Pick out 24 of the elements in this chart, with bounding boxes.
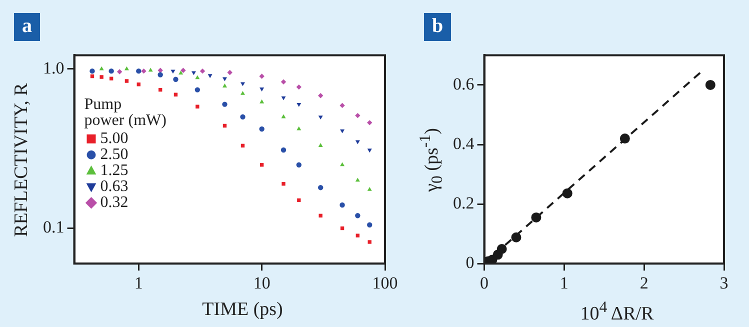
legend-label: 2.50: [100, 146, 128, 164]
y-tick-label: 0.2: [453, 194, 474, 213]
y-tick-label: 1.0: [43, 58, 64, 78]
y-tick-label: 0.4: [453, 134, 475, 153]
legend-label: 1.25: [100, 162, 128, 180]
x-tick-label: 10: [253, 273, 270, 292]
y-axis-title: REFLECTIVITY, R: [11, 82, 33, 236]
chart-title: b: [424, 13, 452, 41]
x-axis-title: TIME (ps): [202, 299, 283, 321]
x-axis-title: 10$^{4}$ ΔR/R: [580, 299, 654, 326]
legend-label: 0.63: [100, 178, 128, 196]
x-tick-label: 1: [560, 273, 568, 292]
x-tick-label: 2: [640, 273, 648, 292]
legend-title: Pump power (mW): [84, 96, 166, 130]
x-tick-label: 1: [134, 273, 143, 292]
x-tick-label: 100: [372, 273, 398, 292]
x-tick-label: 0: [480, 273, 488, 292]
legend-label: 0.32: [100, 194, 128, 212]
y-tick-label: 0.1: [43, 218, 64, 237]
legend-label: 5.00: [100, 130, 128, 148]
x-tick-label: 3: [720, 273, 728, 292]
chart-title: a: [14, 13, 40, 41]
y-tick-label: 0: [466, 253, 474, 272]
y-tick-label: 0.6: [453, 74, 474, 94]
